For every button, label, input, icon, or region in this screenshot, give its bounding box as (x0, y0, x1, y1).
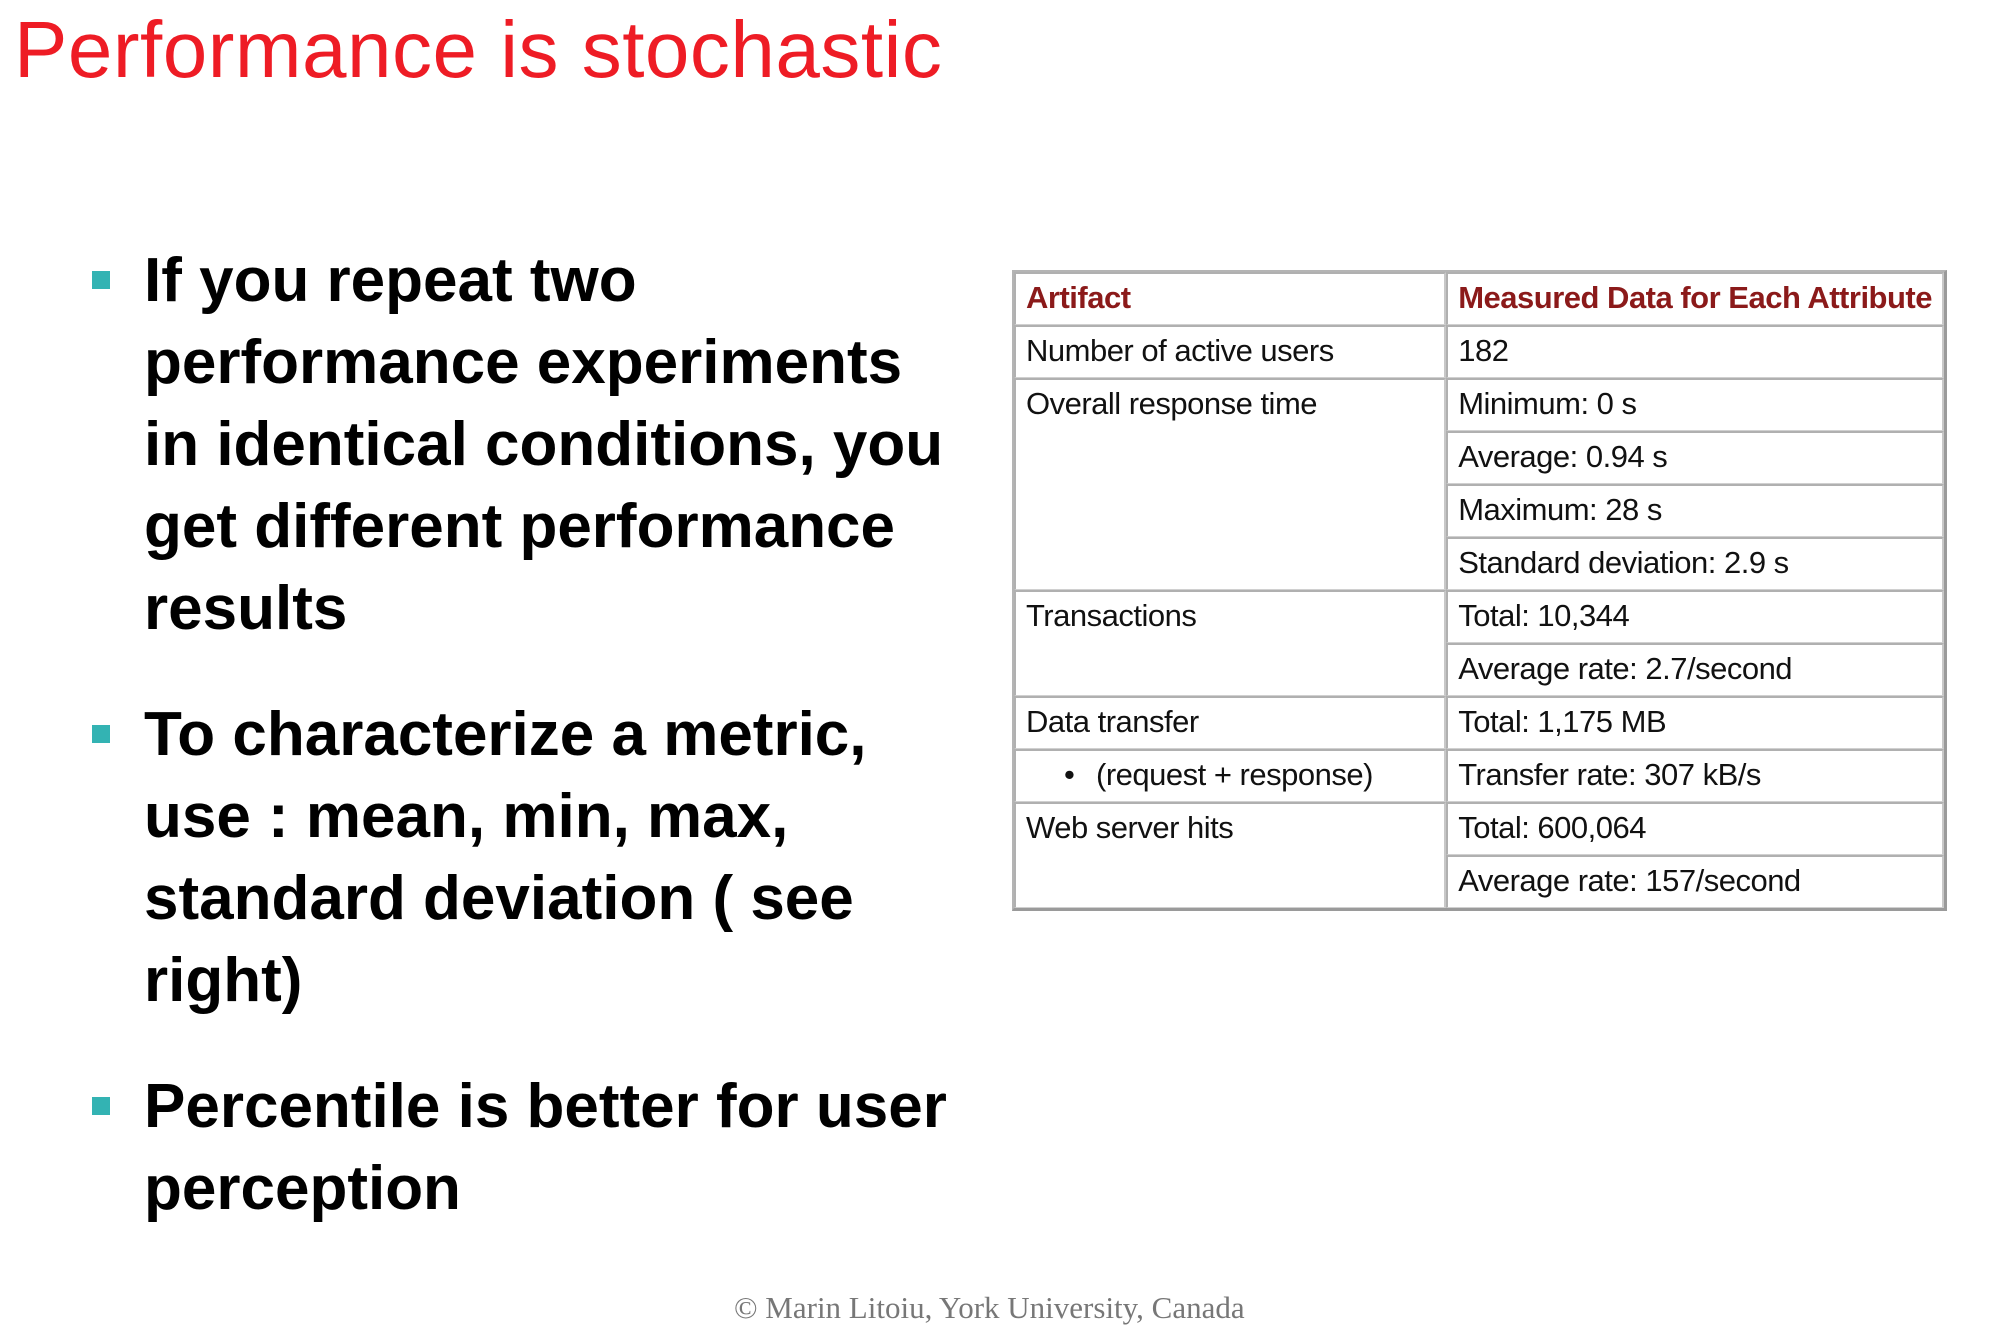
table-row: Transactions Total: 10,344 (1014, 590, 1944, 696)
slide-title: Performance is stochastic (14, 5, 943, 94)
value-cell: Total: 1,175 MB (1446, 696, 1944, 749)
table-row: Average rate: 157/second (1014, 855, 1944, 908)
bullet-item: Percentile is better for user perception (88, 1066, 958, 1230)
value-cell: Maximum: 28 s (1446, 484, 1944, 537)
value-cell: Standard deviation: 2.9 s (1446, 537, 1944, 590)
value-cell: Average rate: 157/second (1446, 855, 1944, 908)
value-cell: Total: 10,344 (1446, 590, 1944, 643)
table-row: Data transfer Total: 1,175 MB (1014, 696, 1944, 749)
table-row: • (request + response) Transfer rate: 307… (1014, 749, 1944, 802)
table-row: Maximum: 28 s (1014, 484, 1944, 537)
value-cell: Average: 0.94 s (1446, 431, 1944, 484)
measurement-table: Artifact Measured Data for Each Attribut… (1012, 270, 1947, 911)
column-header-measured-data: Measured Data for Each Attribute (1446, 272, 1944, 325)
table-row: Average: 0.94 s (1014, 431, 1944, 484)
table-row: Number of active users 182 (1014, 325, 1944, 378)
artifact-sub-label: (request + response) (1096, 757, 1373, 792)
bullet-dot-icon: • (1064, 757, 1075, 792)
artifact-cell: Web server hits (1014, 802, 1447, 908)
copyright-footer: © Marin Litoiu, York University, Canada (734, 1290, 1245, 1325)
table-row: Standard deviation: 2.9 s (1014, 537, 1944, 590)
bullet-text: To characterize a metric, use : mean, mi… (144, 700, 867, 1015)
table-row: Average rate: 2.7/second (1014, 643, 1944, 696)
artifact-subcell: • (request + response) (1014, 749, 1447, 802)
bullet-item: To characterize a metric, use : mean, mi… (88, 694, 958, 1022)
square-bullet-icon (92, 725, 110, 743)
value-cell: Total: 600,064 (1446, 802, 1944, 855)
bullet-text: Percentile is better for user perception (144, 1072, 947, 1223)
value-cell: Transfer rate: 307 kB/s (1446, 749, 1944, 802)
value-cell: Average rate: 2.7/second (1446, 643, 1944, 696)
bullet-list: If you repeat two performance experiment… (88, 240, 958, 1274)
artifact-cell: Overall response time (1014, 378, 1447, 590)
table-header-row: Artifact Measured Data for Each Attribut… (1014, 272, 1944, 325)
table-row: Web server hits Total: 600,064 (1014, 802, 1944, 908)
value-cell: Minimum: 0 s (1446, 378, 1944, 431)
square-bullet-icon (92, 271, 110, 289)
bullet-text: If you repeat two performance experiment… (144, 246, 944, 643)
artifact-cell: Number of active users (1014, 325, 1447, 378)
column-header-artifact: Artifact (1014, 272, 1447, 325)
bullet-item: If you repeat two performance experiment… (88, 240, 958, 650)
table-row: Overall response time Minimum: 0 s (1014, 378, 1944, 590)
value-cell: 182 (1446, 325, 1944, 378)
square-bullet-icon (92, 1097, 110, 1115)
artifact-cell: Data transfer (1014, 696, 1447, 749)
artifact-cell: Transactions (1014, 590, 1447, 696)
